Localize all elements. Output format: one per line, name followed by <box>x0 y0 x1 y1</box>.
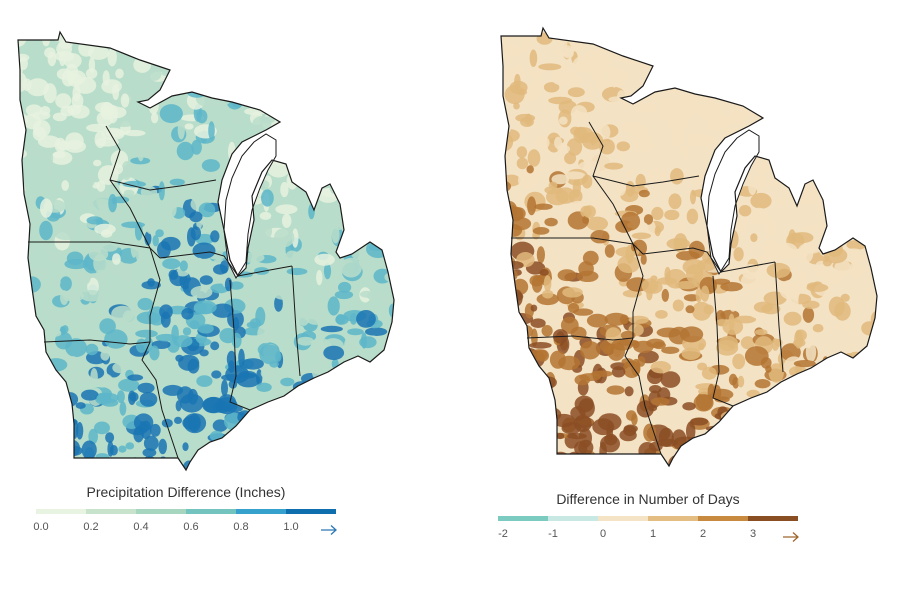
legend-tick-label: 2 <box>699 528 707 540</box>
legend-tick-label: -1 <box>548 528 558 540</box>
legend-tick-label: 0.8 <box>233 521 249 533</box>
arrow-right-icon <box>783 532 799 542</box>
precipitation-map-svg <box>17 31 395 471</box>
state-border <box>712 275 734 407</box>
state-border <box>159 251 293 277</box>
legend-tick-label: 1 <box>649 528 657 540</box>
state-border <box>642 247 776 273</box>
days-legend-title: Difference in Number of Days <box>556 491 740 507</box>
legend-color-swatch <box>548 516 598 521</box>
legend-color-swatch <box>698 516 748 521</box>
legend-color-swatch <box>136 509 186 514</box>
precipitation-legend-title: Precipitation Difference (Inches) <box>86 484 286 500</box>
state-border <box>511 237 634 245</box>
legend-color-swatch <box>36 509 86 514</box>
legend-tick-label: 3 <box>749 528 757 540</box>
legend-color-swatch <box>748 516 798 521</box>
state-border <box>105 125 179 459</box>
state-border <box>774 261 784 373</box>
days-legend: Difference in Number of Days -2 -1 0 1 2 3 <box>498 491 799 544</box>
state-border <box>28 241 151 249</box>
precipitation-legend: Precipitation Difference (Inches) 0.0 0.2… <box>33 484 337 537</box>
precipitation-color-scale <box>36 509 336 514</box>
legend-color-swatch <box>236 509 286 514</box>
state-border <box>109 179 217 191</box>
legend-color-swatch <box>498 516 548 521</box>
legend-tick-label: 0.2 <box>83 521 99 533</box>
state-border <box>526 335 634 341</box>
state-border <box>632 243 644 255</box>
precipitation-map <box>10 30 400 480</box>
legend-color-swatch <box>286 509 336 514</box>
state-border <box>592 175 700 187</box>
state-border <box>229 279 251 411</box>
legend-color-swatch <box>86 509 136 514</box>
legend-tick-label: 1.0 <box>283 521 299 533</box>
legend-tick-label: -2 <box>498 528 508 540</box>
legend-tick-label: 0.4 <box>133 521 149 533</box>
state-border <box>588 121 662 455</box>
legend-color-swatch <box>186 509 236 514</box>
state-border <box>43 339 151 345</box>
rainy-days-map <box>492 26 884 476</box>
legend-tick-label: 0.6 <box>183 521 199 533</box>
arrow-right-icon <box>321 525 337 535</box>
state-border <box>291 265 301 377</box>
days-color-scale <box>498 516 798 521</box>
state-border <box>149 247 161 259</box>
legend-tick-label: 0 <box>599 528 607 540</box>
legend-color-swatch <box>598 516 648 521</box>
legend-color-swatch <box>648 516 698 521</box>
days-tick-labels: -2 -1 0 1 2 3 <box>498 528 798 544</box>
rainy-days-map-svg <box>500 27 878 467</box>
legend-tick-label: 0.0 <box>33 521 49 533</box>
precipitation-tick-labels: 0.0 0.2 0.4 0.6 0.8 1.0 <box>33 521 336 537</box>
